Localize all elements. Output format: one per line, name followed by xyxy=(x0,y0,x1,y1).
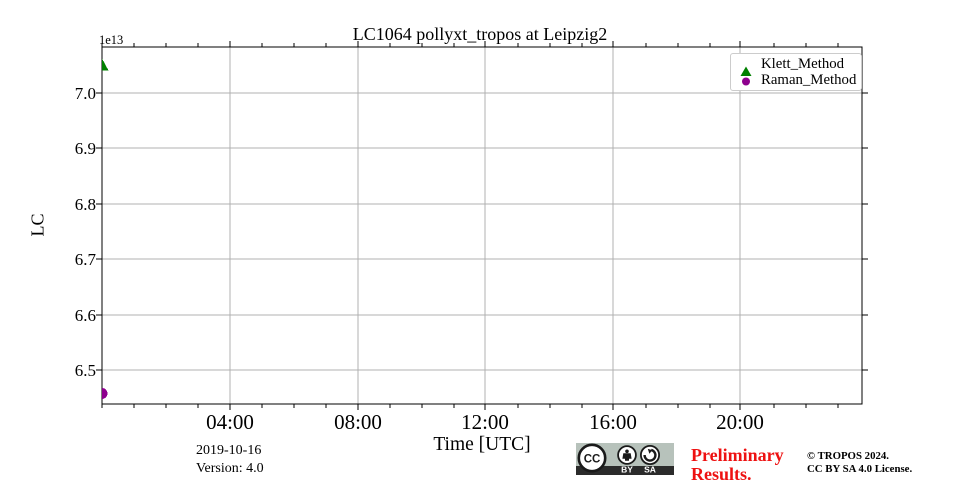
svg-text:SA: SA xyxy=(644,465,656,475)
svg-text:CC: CC xyxy=(584,454,601,466)
svg-text:BY: BY xyxy=(621,465,633,475)
